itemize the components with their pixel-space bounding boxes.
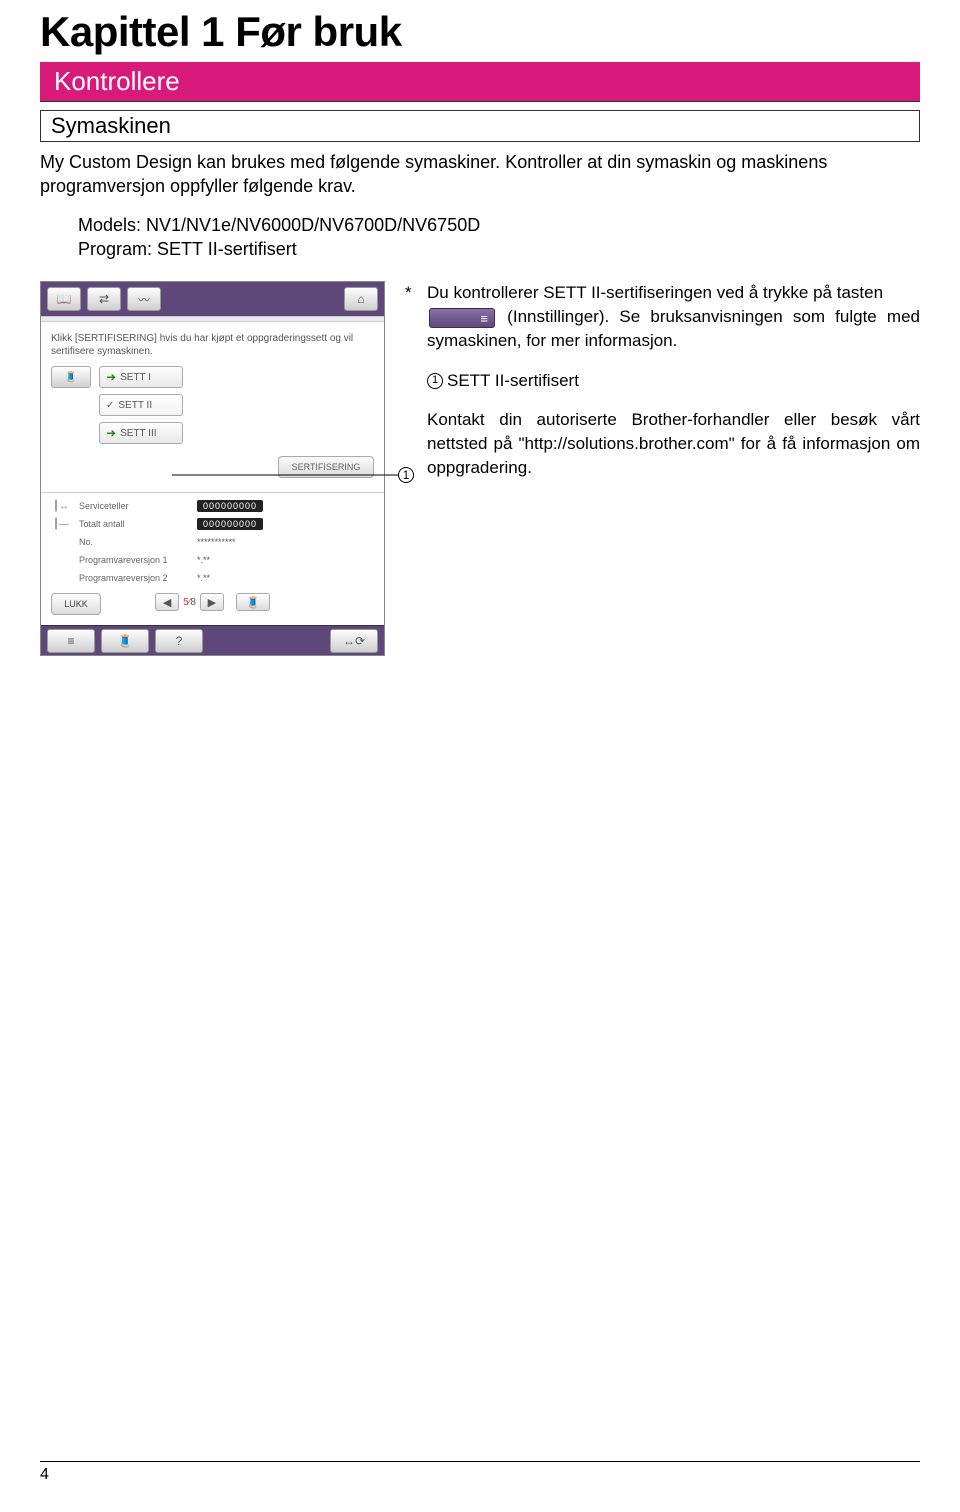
sett-label: SETT III: [120, 428, 157, 439]
bottombar-help-icon[interactable]: ?: [155, 629, 203, 653]
info-label: Programvareversjon 2: [79, 573, 189, 583]
info-value: 000000000: [197, 518, 263, 530]
topbar-icon[interactable]: 〰: [127, 287, 161, 311]
asterisk: *: [405, 281, 417, 352]
bottombar-icon[interactable]: ↔⟳: [330, 629, 378, 653]
section-heading: Kontrollere: [40, 62, 920, 102]
info-row: Programvareversjon 1 *.**: [51, 553, 374, 567]
info-label: Programvareversjon 1: [79, 555, 189, 565]
device-screenshot: 📖 ⇄ 〰 ⌂ Klikk [SERTIFISERING] hvis du ha…: [40, 281, 385, 656]
info-row: ┃— Totalt antall 000000000: [51, 517, 374, 531]
check-icon: ✓: [106, 400, 114, 411]
arrow-icon: ➜: [106, 370, 116, 384]
device-topbar: 📖 ⇄ 〰 ⌂: [41, 282, 384, 316]
page-number: 4: [40, 1461, 920, 1484]
sett-label: SETT I: [120, 372, 151, 383]
device-message: Klikk [SERTIFISERING] hvis du har kjøpt …: [51, 332, 374, 358]
info-label: Totalt antall: [79, 519, 189, 529]
bottombar-icon[interactable]: ≡: [47, 629, 95, 653]
callout-1: 1: [398, 467, 414, 483]
models-line: Models: NV1/NV1e/NV6000D/NV6700D/NV6750D: [78, 213, 920, 237]
info-value: *.**: [197, 573, 210, 583]
callout-label: SETT II-sertifisert: [447, 371, 579, 390]
intro-paragraph: My Custom Design kan brukes med følgende…: [40, 150, 920, 199]
topbar-icon[interactable]: ⇄: [87, 287, 121, 311]
info-row: Programvareversjon 2 *.**: [51, 571, 374, 585]
pager-extra-icon[interactable]: 🧵: [236, 593, 270, 611]
pager-current: 5∕8: [183, 597, 196, 608]
pager-prev[interactable]: ◀: [155, 593, 179, 611]
home-icon[interactable]: ⌂: [344, 287, 378, 311]
needle-icon: ┃—: [51, 517, 71, 531]
info-row: No. ***********: [51, 535, 374, 549]
sett-option[interactable]: ➜ SETT I: [99, 366, 183, 388]
contact-text: Kontakt din autoriserte Brother-forhandl…: [427, 408, 920, 479]
info-row: ┃↔ Serviceteller 000000000: [51, 499, 374, 513]
topbar-icon[interactable]: 📖: [47, 287, 81, 311]
needle-icon: ┃↔: [51, 499, 71, 513]
callout-line: [172, 474, 398, 476]
subsection-heading: Symaskinen: [40, 110, 920, 142]
pager-next[interactable]: ▶: [200, 593, 224, 611]
sett-label: SETT II: [118, 400, 152, 411]
arrow-icon: ➜: [106, 426, 116, 440]
info-value: ***********: [197, 537, 236, 547]
info-label: No.: [79, 537, 189, 547]
note-text: Du kontrollerer SETT II-sertifiseringen …: [427, 283, 883, 302]
sett-option[interactable]: ➜ SETT III: [99, 422, 183, 444]
sewing-machine-icon: 🧵: [51, 366, 91, 388]
bottombar-icon[interactable]: 🧵: [101, 629, 149, 653]
info-value: *.**: [197, 555, 210, 565]
circled-1: 1: [427, 373, 443, 389]
callout-legend: 1SETT II-sertifisert: [427, 369, 920, 393]
info-value: 000000000: [197, 500, 263, 512]
sett-option-selected[interactable]: ✓ SETT II: [99, 394, 183, 416]
settings-button-icon: [429, 308, 495, 328]
program-line: Program: SETT II-sertifisert: [78, 237, 920, 261]
note-text: (Innstillinger). Se bruksanvisningen som…: [427, 307, 920, 350]
device-bottombar: ≡ 🧵 ? ↔⟳: [41, 625, 384, 655]
chapter-title: Kapittel 1 Før bruk: [40, 8, 920, 56]
info-label: Serviceteller: [79, 501, 189, 511]
close-button[interactable]: LUKK: [51, 593, 101, 615]
